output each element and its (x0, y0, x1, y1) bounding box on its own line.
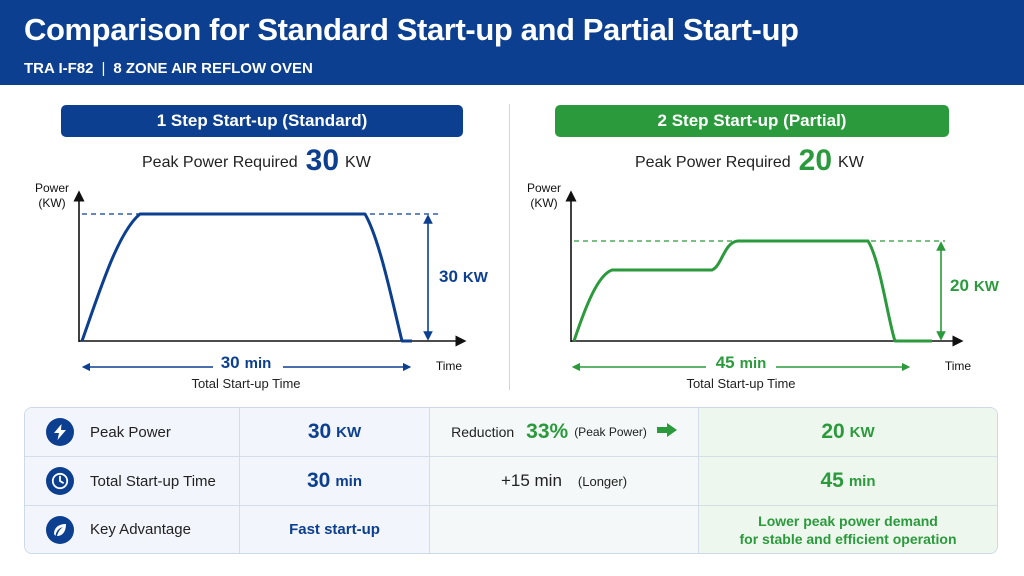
standard-time-label: 30 min (221, 353, 272, 372)
section-divider (509, 104, 510, 390)
comparison-table: Peak Power 30 KW Reduction 33% (Peak Power)… (24, 407, 998, 554)
standard-peak-cell-value: 30 (307, 420, 332, 443)
clock-icon (46, 467, 74, 495)
partial-time-cell-value: 45 (820, 469, 844, 492)
time-difference-note: (Longer) (577, 473, 628, 489)
partial-time-cell-unit: min (848, 472, 876, 490)
partial-peak-value: 20 (798, 144, 833, 177)
partial-peak-cell-unit: KW (849, 423, 875, 441)
standard-time-cell-value: 30 (306, 469, 331, 492)
standard-y-axis-label: Power (35, 181, 69, 195)
lightning-icon (46, 418, 74, 446)
standard-peak-value: 30 (305, 144, 340, 177)
partial-time-label: 45 min (716, 353, 767, 372)
partial-advantage-line-2: for stable and efficient operation (739, 530, 957, 547)
partial-power-label: 20 KW (950, 276, 1000, 295)
standard-power-curve (80, 212, 412, 343)
standard-advantage: Fast start-up (289, 521, 380, 538)
partial-time-caption: Total Start-up Time (686, 376, 795, 391)
partial-peak-cell-value: 20 (821, 420, 845, 443)
table-row-peak-power: Peak Power 30 KW Reduction 33% (Peak Power)… (25, 408, 997, 456)
row-label: Peak Power (90, 423, 171, 441)
partial-y-axis-unit: (KW) (530, 196, 557, 210)
page-title: Comparison for Standard Start-up and Par… (24, 12, 799, 47)
partial-x-axis-label: Time (945, 359, 972, 373)
subtitle-separator: | (101, 60, 106, 77)
standard-power-label: 30 KW (439, 267, 489, 286)
page-subtitle: TRA I-F82 | 8 ZONE AIR REFLOW OVEN (24, 60, 313, 77)
partial-peak-power: Peak Power Required 20 KW (635, 142, 864, 180)
standard-diagram: Power (KW) 30 KW Time 30 min Total Start-u… (35, 181, 489, 391)
partial-advantage-line-1: Lower peak power demand (758, 512, 938, 529)
standard-peak-power: Peak Power Required 30 KW (142, 142, 371, 180)
partial-diagram: Power (KW) 20 KW Time 45 min Total Start-u… (527, 181, 1000, 391)
reduction-note: (Peak Power) (574, 425, 647, 439)
row-label: Key Advantage (90, 521, 191, 538)
arrow-right-icon (656, 422, 677, 442)
leaf-icon (46, 515, 74, 544)
reduction-value: 33% (526, 420, 569, 443)
partial-peak-unit: KW (838, 154, 864, 171)
model-description: 8 ZONE AIR REFLOW OVEN (113, 60, 313, 77)
time-difference-value: +15 min (500, 471, 562, 490)
power-diagrams: Power (KW) 30 KW Time 30 min Total Start-u… (35, 181, 1000, 391)
header-banner: Comparison for Standard Start-up and Par… (0, 0, 1024, 85)
table-row-startup-time: Total Start-up Time 30 min +15 min (Longer… (25, 457, 997, 505)
standard-time-cell-unit: min (335, 472, 363, 490)
standard-peak-unit: KW (345, 154, 371, 171)
partial-heading: 2 Step Start-up (Partial) (555, 105, 949, 137)
partial-advantage: Lower peak power demand for stable and e… (739, 512, 956, 548)
model-name: TRA I-F82 (24, 60, 94, 77)
partial-y-axis-label: Power (527, 181, 561, 195)
standard-peak-label: Peak Power Required (142, 154, 298, 171)
standard-heading: 1 Step Start-up (Standard) (61, 105, 463, 137)
standard-time-caption: Total Start-up Time (191, 376, 300, 391)
partial-peak-label: Peak Power Required (635, 154, 791, 171)
standard-peak-cell-unit: KW (336, 423, 362, 441)
standard-y-axis-unit: (KW) (38, 196, 65, 210)
standard-x-axis-label: Time (436, 359, 463, 373)
row-label: Total Start-up Time (90, 472, 216, 490)
reduction-label: Reduction (451, 424, 515, 440)
table-row-key-advantage: Key Advantage Fast start-up Lower peak p… (25, 506, 997, 553)
partial-power-curve (572, 239, 932, 343)
